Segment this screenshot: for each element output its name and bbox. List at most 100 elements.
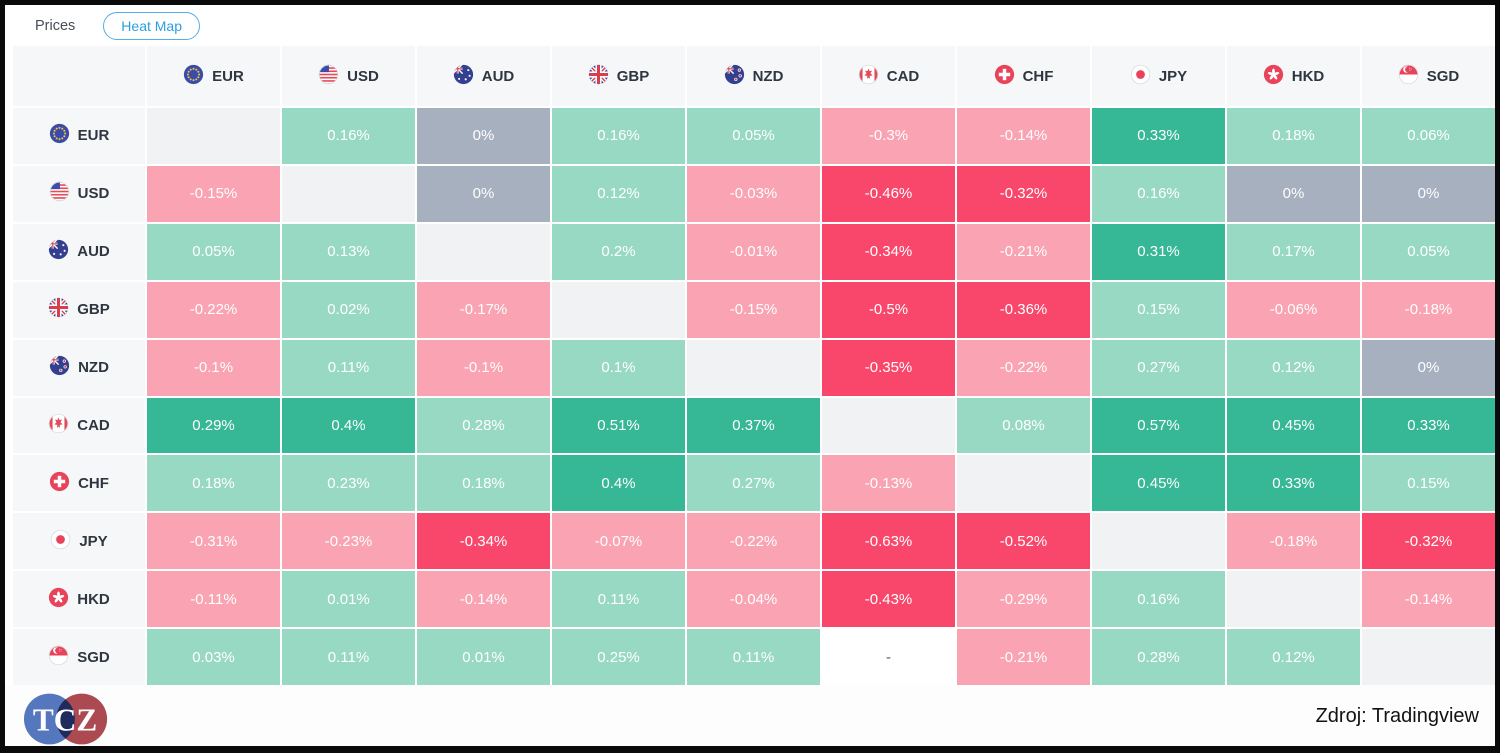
cell-nzd-jpy[interactable]: 0.27% xyxy=(1092,339,1225,396)
cell-cad-hkd[interactable]: 0.45% xyxy=(1227,397,1360,454)
cell-nzd-hkd[interactable]: 0.12% xyxy=(1227,339,1360,396)
cell-hkd-jpy[interactable]: 0.16% xyxy=(1092,571,1225,628)
row-header-usd[interactable]: USD xyxy=(13,165,145,222)
cell-gbp-cad[interactable]: -0.5% xyxy=(822,281,955,338)
cell-eur-gbp[interactable]: 0.16% xyxy=(552,108,685,164)
cell-cad-nzd[interactable]: 0.37% xyxy=(687,397,820,454)
cell-cad-gbp[interactable]: 0.51% xyxy=(552,397,685,454)
cell-aud-nzd[interactable]: -0.01% xyxy=(687,223,820,280)
cell-nzd-aud[interactable]: -0.1% xyxy=(417,339,550,396)
cell-usd-gbp[interactable]: 0.12% xyxy=(552,165,685,222)
cell-sgd-hkd[interactable]: 0.12% xyxy=(1227,629,1360,685)
cell-cad-chf[interactable]: 0.08% xyxy=(957,397,1090,454)
row-header-aud[interactable]: AUD xyxy=(13,223,145,280)
cell-sgd-usd[interactable]: 0.11% xyxy=(282,629,415,685)
column-header-chf[interactable]: CHF xyxy=(957,46,1090,106)
cell-usd-cad[interactable]: -0.46% xyxy=(822,165,955,222)
cell-eur-sgd[interactable]: 0.06% xyxy=(1362,108,1495,164)
cell-hkd-chf[interactable]: -0.29% xyxy=(957,571,1090,628)
cell-jpy-chf[interactable]: -0.52% xyxy=(957,513,1090,570)
cell-eur-jpy[interactable]: 0.33% xyxy=(1092,108,1225,164)
row-header-sgd[interactable]: SGD xyxy=(13,629,145,685)
cell-sgd-jpy[interactable]: 0.28% xyxy=(1092,629,1225,685)
cell-aud-usd[interactable]: 0.13% xyxy=(282,223,415,280)
column-header-nzd[interactable]: NZD xyxy=(687,46,820,106)
cell-usd-eur[interactable]: -0.15% xyxy=(147,165,280,222)
cell-usd-hkd[interactable]: 0% xyxy=(1227,165,1360,222)
cell-sgd-nzd[interactable]: 0.11% xyxy=(687,629,820,685)
cell-gbp-eur[interactable]: -0.22% xyxy=(147,281,280,338)
cell-gbp-jpy[interactable]: 0.15% xyxy=(1092,281,1225,338)
cell-chf-cad[interactable]: -0.13% xyxy=(822,455,955,512)
column-header-usd[interactable]: USD xyxy=(282,46,415,106)
cell-sgd-eur[interactable]: 0.03% xyxy=(147,629,280,685)
cell-jpy-usd[interactable]: -0.23% xyxy=(282,513,415,570)
cell-cad-aud[interactable]: 0.28% xyxy=(417,397,550,454)
column-header-cad[interactable]: CAD xyxy=(822,46,955,106)
cell-jpy-nzd[interactable]: -0.22% xyxy=(687,513,820,570)
cell-chf-jpy[interactable]: 0.45% xyxy=(1092,455,1225,512)
cell-chf-usd[interactable]: 0.23% xyxy=(282,455,415,512)
column-header-jpy[interactable]: JPY xyxy=(1092,46,1225,106)
cell-gbp-hkd[interactable]: -0.06% xyxy=(1227,281,1360,338)
cell-cad-jpy[interactable]: 0.57% xyxy=(1092,397,1225,454)
column-header-eur[interactable]: EUR xyxy=(147,46,280,106)
cell-usd-sgd[interactable]: 0% xyxy=(1362,165,1495,222)
cell-aud-eur[interactable]: 0.05% xyxy=(147,223,280,280)
cell-eur-nzd[interactable]: 0.05% xyxy=(687,108,820,164)
cell-eur-cad[interactable]: -0.3% xyxy=(822,108,955,164)
cell-chf-hkd[interactable]: 0.33% xyxy=(1227,455,1360,512)
cell-jpy-eur[interactable]: -0.31% xyxy=(147,513,280,570)
cell-gbp-nzd[interactable]: -0.15% xyxy=(687,281,820,338)
cell-chf-nzd[interactable]: 0.27% xyxy=(687,455,820,512)
cell-usd-aud[interactable]: 0% xyxy=(417,165,550,222)
cell-usd-chf[interactable]: -0.32% xyxy=(957,165,1090,222)
cell-eur-aud[interactable]: 0% xyxy=(417,108,550,164)
cell-hkd-gbp[interactable]: 0.11% xyxy=(552,571,685,628)
cell-aud-cad[interactable]: -0.34% xyxy=(822,223,955,280)
cell-jpy-cad[interactable]: -0.63% xyxy=(822,513,955,570)
cell-cad-sgd[interactable]: 0.33% xyxy=(1362,397,1495,454)
cell-cad-eur[interactable]: 0.29% xyxy=(147,397,280,454)
row-header-eur[interactable]: EUR xyxy=(13,108,145,164)
cell-aud-hkd[interactable]: 0.17% xyxy=(1227,223,1360,280)
cell-jpy-sgd[interactable]: -0.32% xyxy=(1362,513,1495,570)
cell-sgd-chf[interactable]: -0.21% xyxy=(957,629,1090,685)
cell-nzd-usd[interactable]: 0.11% xyxy=(282,339,415,396)
cell-sgd-gbp[interactable]: 0.25% xyxy=(552,629,685,685)
cell-eur-hkd[interactable]: 0.18% xyxy=(1227,108,1360,164)
row-header-chf[interactable]: CHF xyxy=(13,455,145,512)
cell-usd-nzd[interactable]: -0.03% xyxy=(687,165,820,222)
cell-chf-gbp[interactable]: 0.4% xyxy=(552,455,685,512)
row-header-nzd[interactable]: NZD xyxy=(13,339,145,396)
column-header-aud[interactable]: AUD xyxy=(417,46,550,106)
cell-chf-eur[interactable]: 0.18% xyxy=(147,455,280,512)
cell-nzd-gbp[interactable]: 0.1% xyxy=(552,339,685,396)
cell-eur-chf[interactable]: -0.14% xyxy=(957,108,1090,164)
column-header-hkd[interactable]: HKD xyxy=(1227,46,1360,106)
cell-hkd-usd[interactable]: 0.01% xyxy=(282,571,415,628)
cell-cad-usd[interactable]: 0.4% xyxy=(282,397,415,454)
cell-nzd-sgd[interactable]: 0% xyxy=(1362,339,1495,396)
cell-jpy-aud[interactable]: -0.34% xyxy=(417,513,550,570)
cell-gbp-chf[interactable]: -0.36% xyxy=(957,281,1090,338)
column-header-gbp[interactable]: GBP xyxy=(552,46,685,106)
cell-gbp-sgd[interactable]: -0.18% xyxy=(1362,281,1495,338)
row-header-gbp[interactable]: GBP xyxy=(13,281,145,338)
cell-aud-sgd[interactable]: 0.05% xyxy=(1362,223,1495,280)
cell-chf-sgd[interactable]: 0.15% xyxy=(1362,455,1495,512)
row-header-hkd[interactable]: HKD xyxy=(13,571,145,628)
column-header-sgd[interactable]: SGD xyxy=(1362,46,1495,106)
cell-eur-usd[interactable]: 0.16% xyxy=(282,108,415,164)
row-header-cad[interactable]: CAD xyxy=(13,397,145,454)
heat-map-button[interactable]: Heat Map xyxy=(103,11,200,40)
cell-hkd-aud[interactable]: -0.14% xyxy=(417,571,550,628)
cell-nzd-cad[interactable]: -0.35% xyxy=(822,339,955,396)
cell-hkd-eur[interactable]: -0.11% xyxy=(147,571,280,628)
cell-gbp-aud[interactable]: -0.17% xyxy=(417,281,550,338)
cell-jpy-gbp[interactable]: -0.07% xyxy=(552,513,685,570)
cell-hkd-cad[interactable]: -0.43% xyxy=(822,571,955,628)
cell-aud-gbp[interactable]: 0.2% xyxy=(552,223,685,280)
cell-nzd-eur[interactable]: -0.1% xyxy=(147,339,280,396)
cell-usd-jpy[interactable]: 0.16% xyxy=(1092,165,1225,222)
